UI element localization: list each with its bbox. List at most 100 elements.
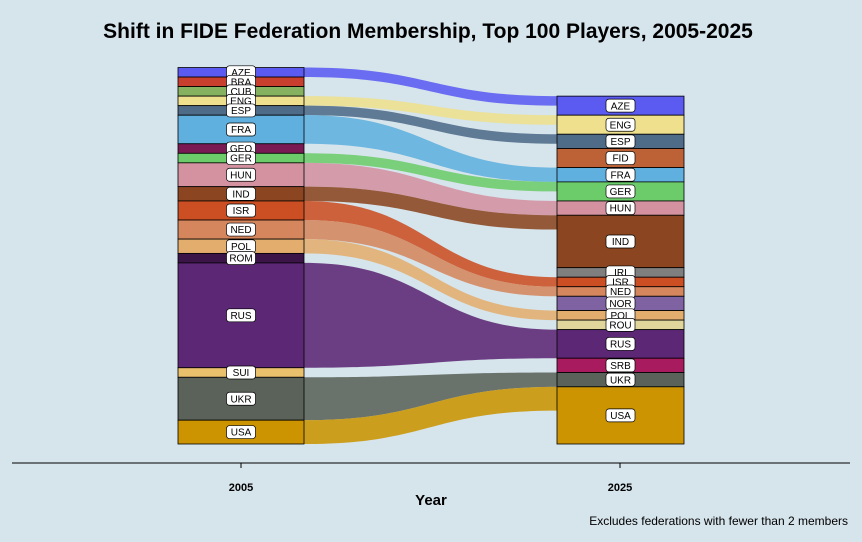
label-2025-ned: NED <box>605 284 636 299</box>
label-text: ENG <box>230 96 252 107</box>
flow-isr <box>304 200 557 287</box>
label-text: IRI <box>614 268 627 279</box>
label-text: POL <box>231 242 251 253</box>
flow-ger <box>304 153 557 192</box>
label-text: CUB <box>230 87 251 98</box>
label-2025-ger: GER <box>605 184 636 199</box>
labels-layer: AZEBRACUBENGESPFRAGEOGERHUNINDISRNEDPOLR… <box>226 65 636 439</box>
flow-pol <box>304 239 557 321</box>
label-text: IND <box>232 189 249 200</box>
label-text: POL <box>610 311 630 322</box>
label-2005-usa: USA <box>226 425 256 439</box>
label-text: GER <box>230 154 252 165</box>
label-text: NED <box>230 225 251 236</box>
label-box <box>226 222 256 237</box>
label-2025-esp: ESP <box>605 134 636 149</box>
label-text: ISR <box>612 278 629 289</box>
label-text: SUI <box>233 368 250 379</box>
label-box <box>226 251 256 265</box>
label-text: BRA <box>231 77 252 88</box>
label-box <box>226 308 256 323</box>
label-2005-ukr: UKR <box>226 391 256 406</box>
label-text: ROM <box>229 254 252 265</box>
label-text: UKR <box>230 394 251 405</box>
flow-ned <box>304 220 557 297</box>
label-box <box>226 365 256 380</box>
label-2025-fra: FRA <box>605 167 636 182</box>
label-text: USA <box>610 411 631 422</box>
label-2025-hun: HUN <box>605 201 636 215</box>
label-box <box>605 184 636 199</box>
label-2005-hun: HUN <box>226 167 256 182</box>
label-text: RUS <box>230 311 251 322</box>
x-axis-title: Year <box>415 492 447 509</box>
label-box <box>605 372 636 387</box>
label-text: ENG <box>610 120 632 131</box>
label-2025-eng: ENG <box>605 117 636 132</box>
label-text: USA <box>231 428 252 439</box>
label-2005-sui: SUI <box>226 365 256 380</box>
label-text: NOR <box>609 299 631 310</box>
x-tick-label-2025: 2025 <box>608 482 632 494</box>
label-text: FID <box>612 154 628 165</box>
label-2005-pol: POL <box>226 239 256 254</box>
chart-caption: Excludes federations with fewer than 2 m… <box>589 514 848 528</box>
label-2005-fra: FRA <box>226 122 256 137</box>
label-text: ROU <box>609 320 631 331</box>
label-box <box>226 167 256 182</box>
label-2025-aze: AZE <box>605 98 636 113</box>
label-2025-fid: FID <box>605 151 636 165</box>
flow-usa <box>304 386 557 444</box>
label-text: HUN <box>230 170 252 181</box>
label-text: IND <box>612 237 629 248</box>
label-box <box>605 318 636 332</box>
flow-fra <box>304 115 557 182</box>
label-box <box>605 134 636 149</box>
flow-rus <box>304 262 557 368</box>
label-box <box>226 203 256 218</box>
flow-eng <box>304 96 557 125</box>
label-text: SRB <box>610 361 631 372</box>
label-2005-rus: RUS <box>226 308 256 323</box>
label-2005-ned: NED <box>226 222 256 237</box>
label-text: AZE <box>611 101 631 112</box>
label-2025-ind: IND <box>605 234 636 249</box>
label-text: HUN <box>610 204 632 215</box>
label-box <box>605 408 636 423</box>
label-text: FRA <box>611 170 631 181</box>
label-text: NED <box>610 287 631 298</box>
x-tick-label-2005: 2005 <box>229 482 253 494</box>
label-box <box>605 98 636 113</box>
chart-title: Shift in FIDE Federation Membership, Top… <box>103 20 753 43</box>
label-2005-rom: ROM <box>226 251 256 265</box>
label-text: GER <box>610 187 632 198</box>
label-box <box>605 151 636 165</box>
label-2025-rus: RUS <box>605 337 636 351</box>
flow-hun <box>304 162 557 216</box>
label-box <box>226 391 256 406</box>
label-2005-esp: ESP <box>226 103 256 118</box>
label-text: ESP <box>231 106 251 117</box>
label-2025-rou: ROU <box>605 318 636 332</box>
flows-layer <box>304 67 557 444</box>
label-box <box>226 122 256 137</box>
label-text: ESP <box>610 137 630 148</box>
label-box <box>605 201 636 215</box>
label-box <box>226 151 256 165</box>
flow-aze <box>304 67 557 106</box>
flow-ukr <box>304 372 557 421</box>
label-text: GEO <box>230 144 252 155</box>
flow-ind <box>304 186 557 230</box>
label-box <box>605 117 636 132</box>
label-2025-ukr: UKR <box>605 372 636 387</box>
label-text: RUS <box>610 340 631 351</box>
label-box <box>605 337 636 351</box>
label-2025-usa: USA <box>605 408 636 423</box>
label-2005-ind: IND <box>226 186 256 201</box>
label-text: ISR <box>233 206 250 217</box>
label-text: UKR <box>610 375 631 386</box>
label-text: FRA <box>231 125 251 136</box>
label-box <box>605 234 636 249</box>
